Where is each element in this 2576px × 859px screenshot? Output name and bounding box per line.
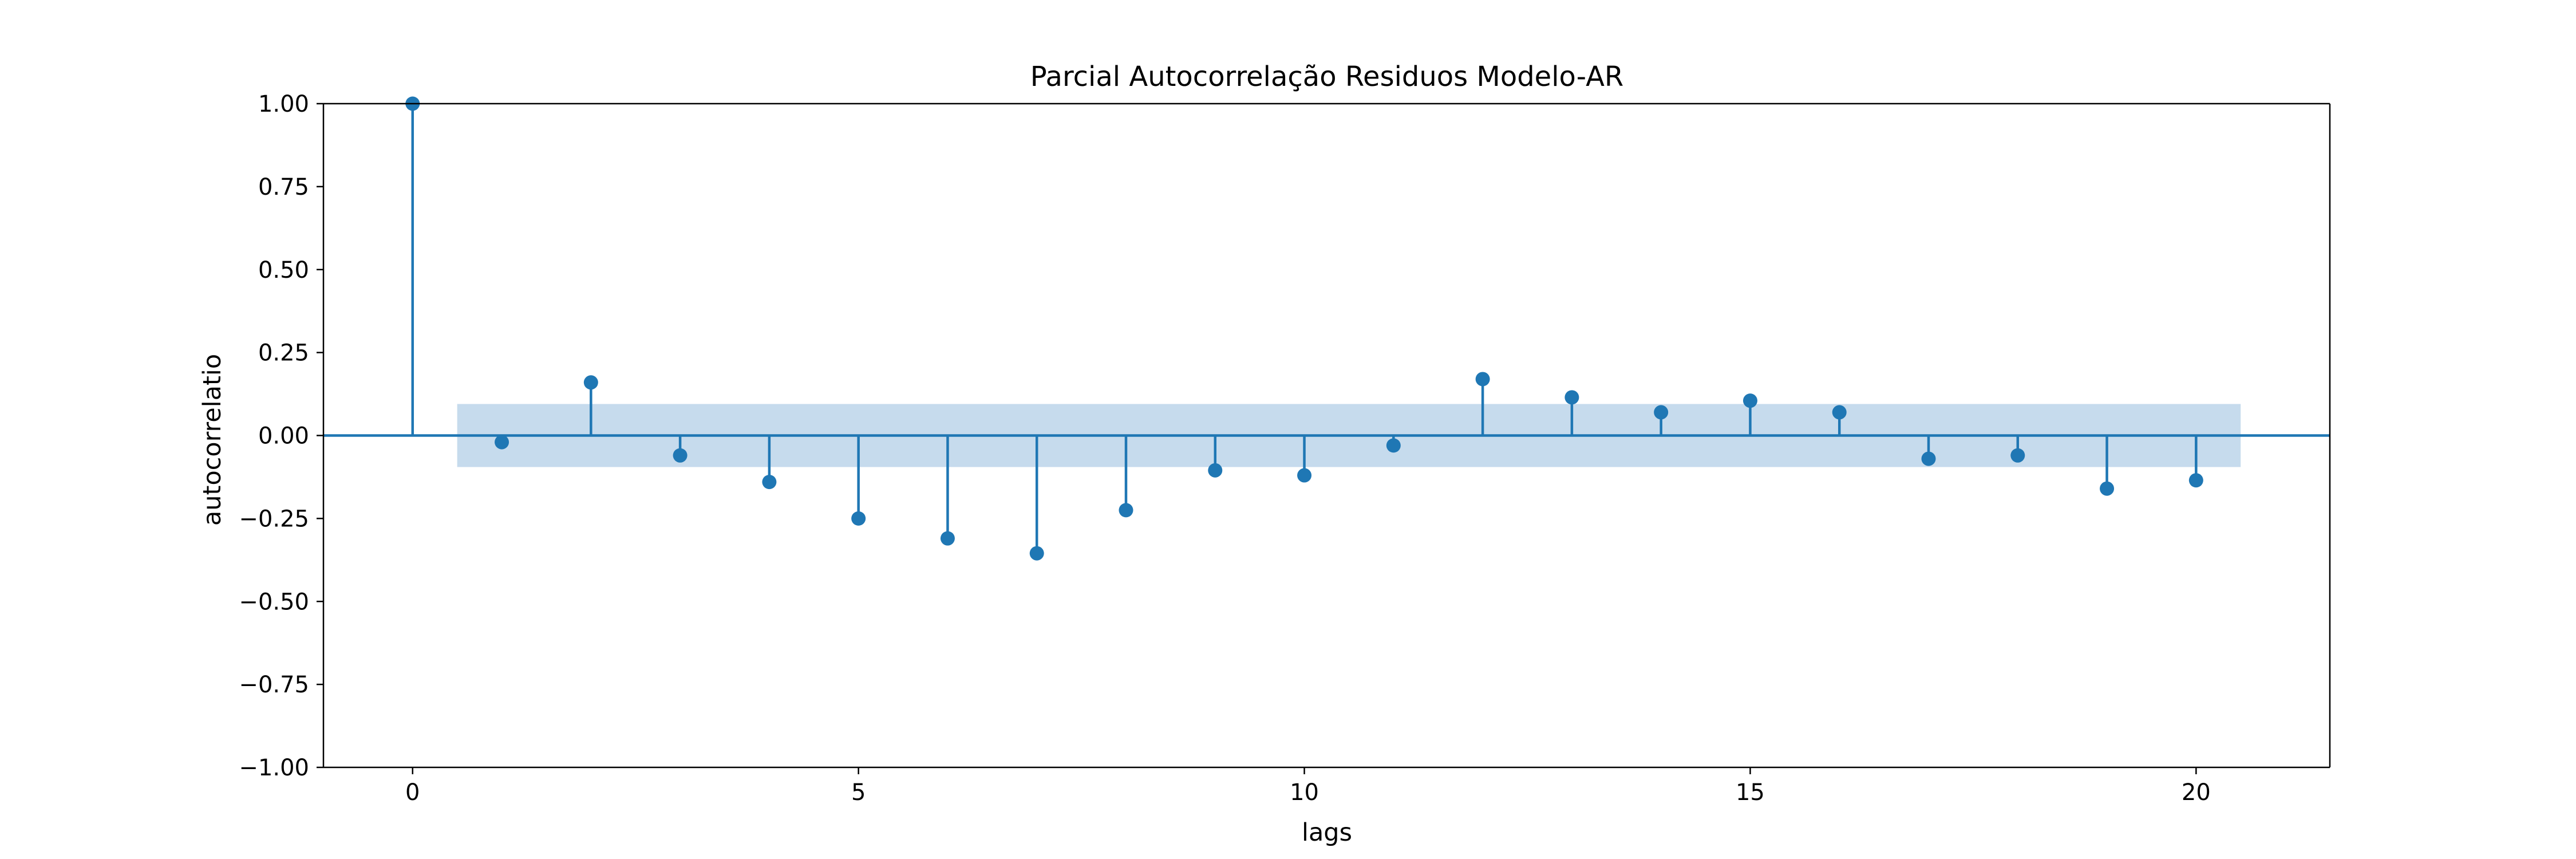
marker-lag-8 — [1119, 503, 1133, 518]
y-tick-label: 0.00 — [258, 423, 309, 450]
marker-lag-14 — [1654, 405, 1669, 420]
marker-lag-12 — [1475, 372, 1490, 387]
ticks-layer: 0 5 10 15 20 1.00 0.75 0.50 0.25 0.00 −0.25 −0.50 −0… — [239, 91, 2210, 806]
y-tick-label: −1.00 — [239, 755, 309, 781]
y-tick-label: −0.25 — [239, 506, 309, 532]
marker-lag-10 — [1297, 468, 1312, 483]
x-tick-label: 5 — [851, 779, 866, 806]
marker-lag-11 — [1386, 438, 1401, 453]
markers-layer — [405, 96, 2203, 561]
y-tick-label: −0.50 — [239, 589, 309, 615]
y-tick-label: 0.25 — [258, 340, 309, 367]
x-axis-label: lags — [1302, 818, 1352, 847]
y-tick-label: 0.75 — [258, 174, 309, 200]
y-tick-label: 1.00 — [258, 91, 309, 117]
marker-lag-4 — [762, 475, 777, 490]
marker-lag-18 — [2010, 448, 2025, 463]
marker-lag-19 — [2100, 481, 2115, 496]
x-tick-label: 15 — [1736, 779, 1765, 806]
y-tick-label: −0.75 — [239, 672, 309, 698]
x-tick-label: 0 — [405, 779, 420, 806]
marker-lag-20 — [2188, 473, 2203, 488]
marker-lag-7 — [1029, 546, 1044, 561]
marker-lag-17 — [1921, 451, 1936, 466]
marker-lag-6 — [940, 531, 955, 546]
chart-title: Parcial Autocorrelação Residuos Modelo-A… — [1030, 61, 1624, 93]
marker-lag-13 — [1564, 390, 1579, 405]
marker-lag-16 — [1832, 405, 1847, 420]
marker-lag-15 — [1743, 393, 1757, 408]
marker-lag-9 — [1208, 463, 1223, 478]
marker-lag-2 — [583, 375, 598, 390]
x-tick-label: 10 — [1290, 779, 1319, 806]
axes-layer — [322, 103, 2331, 769]
y-axis-label: autocorrelatio — [198, 354, 227, 526]
marker-lag-1 — [495, 435, 509, 450]
stems-layer — [411, 104, 2198, 554]
x-tick-label: 20 — [2182, 779, 2211, 806]
y-tick-label: 0.50 — [258, 257, 309, 283]
marker-lag-3 — [673, 448, 688, 463]
marker-lag-5 — [851, 511, 866, 526]
